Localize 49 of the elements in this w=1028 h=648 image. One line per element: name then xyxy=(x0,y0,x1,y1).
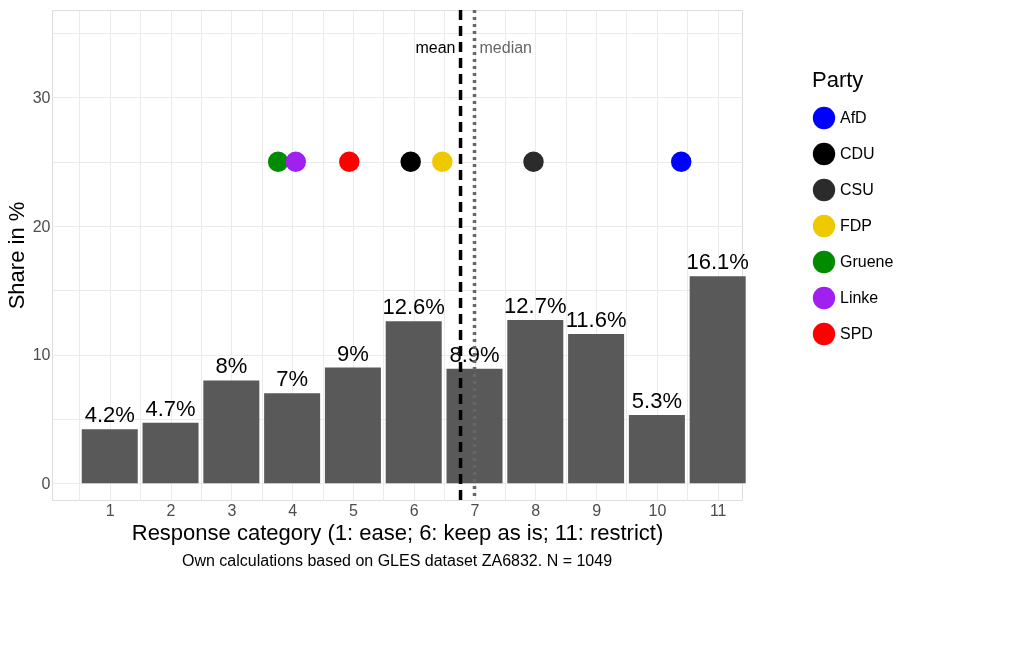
ref-line-label: median xyxy=(479,39,532,56)
data-label: 12.6% xyxy=(382,294,445,320)
bar xyxy=(385,321,442,484)
ref-line-label: mean xyxy=(415,39,456,56)
bar xyxy=(507,319,564,484)
legend-label: Gruene xyxy=(840,253,894,270)
bar xyxy=(628,415,685,484)
legend-label: FDP xyxy=(840,217,872,234)
x-tick-label: 3 xyxy=(227,501,237,519)
y-tick-label: 0 xyxy=(41,474,51,492)
bar xyxy=(203,380,260,484)
x-tick-label: 11 xyxy=(709,501,727,519)
bar xyxy=(142,422,199,484)
y-tick-label: 10 xyxy=(32,346,51,364)
data-label: 7% xyxy=(276,366,309,392)
x-axis-title: Response category (1: ease; 6: keep as is; 11: restrict) xyxy=(131,519,664,545)
bar xyxy=(81,429,138,484)
bar xyxy=(689,276,746,484)
data-label: 5.3% xyxy=(631,388,682,414)
legend-label: CSU xyxy=(840,181,874,198)
x-tick-label: 6 xyxy=(409,501,419,519)
data-label: 9% xyxy=(337,340,369,366)
data-label: 12.7% xyxy=(504,292,567,318)
x-tick-label: 5 xyxy=(348,501,358,519)
data-label: 4.7% xyxy=(145,395,196,421)
bar xyxy=(264,393,321,484)
x-tick-label: 10 xyxy=(648,501,667,519)
bar xyxy=(446,368,503,484)
bar xyxy=(324,367,381,484)
x-tick-label: 1 xyxy=(105,501,115,519)
text: Own calculations based on GLES dataset ZA6832. N = 1049 xyxy=(181,552,613,569)
data-label: 16.1% xyxy=(686,249,749,275)
bar xyxy=(568,334,625,484)
x-tick-label: 4 xyxy=(288,501,298,519)
x-tick-label: 8 xyxy=(531,501,541,519)
data-label: 8% xyxy=(215,353,248,379)
data-label: 11.6% xyxy=(565,307,627,333)
data-label: 4.2% xyxy=(84,402,135,428)
x-tick-label: 9 xyxy=(592,501,602,519)
x-tick-label: 2 xyxy=(166,501,176,519)
y-tick-label: 30 xyxy=(32,88,51,106)
legend-title: Party xyxy=(812,67,864,92)
legend-label: Linke xyxy=(840,289,879,306)
y-axis-title: Share in % xyxy=(3,201,29,310)
legend-label: SPD xyxy=(840,325,873,342)
y-tick-label: 20 xyxy=(32,217,51,235)
x-tick-label: 7 xyxy=(470,501,480,519)
legend-label: CDU xyxy=(840,145,875,162)
legend-label: AfD xyxy=(840,109,867,126)
